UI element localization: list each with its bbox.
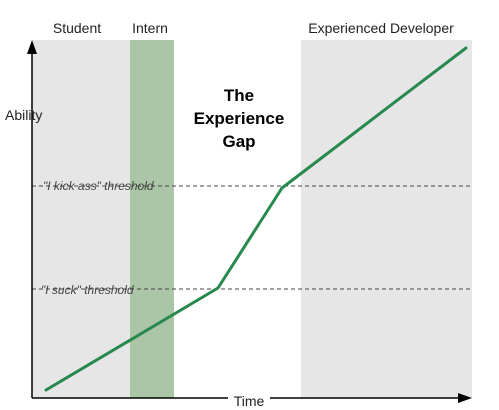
kick-ass-threshold-label: "I kick ass" threshold: [43, 179, 154, 193]
student-phase-label: Student: [53, 20, 101, 36]
ability-curve: [44, 46, 468, 392]
y-axis-label: Ability: [5, 107, 42, 123]
experienced-phase-label: Experienced Developer: [308, 20, 454, 36]
x-axis-label: Time: [234, 393, 265, 409]
arrow-up-icon: [27, 40, 37, 54]
student-phase-band: [32, 40, 130, 398]
intern-phase-band: [130, 40, 174, 398]
suck-threshold-label: "I suck" threshold: [41, 283, 134, 297]
diagram-title-line-2: Experience: [194, 109, 285, 128]
diagram-title-line-1: The: [224, 86, 254, 105]
intern-phase-label: Intern: [132, 20, 168, 36]
arrow-right-icon: [458, 393, 472, 403]
experienced-phase-band: [301, 40, 472, 398]
diagram-title-line-3: Gap: [222, 132, 255, 151]
x-axis-label-backing: [228, 390, 270, 410]
